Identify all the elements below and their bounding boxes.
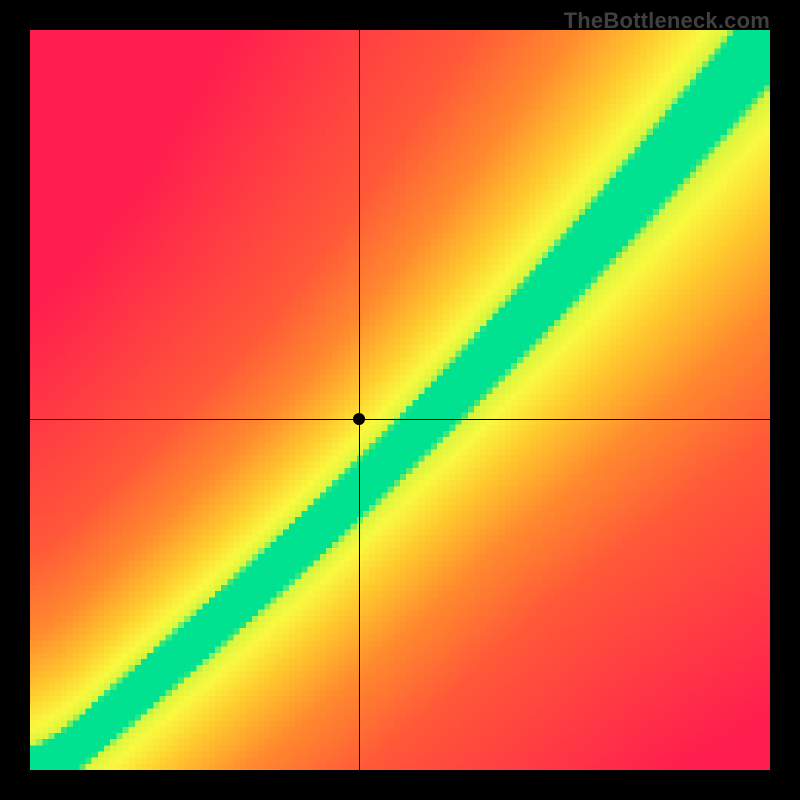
- plot-area: [30, 30, 770, 770]
- heatmap-canvas: [30, 30, 770, 770]
- watermark-text: TheBottleneck.com: [564, 8, 770, 34]
- chart-container: TheBottleneck.com: [0, 0, 800, 800]
